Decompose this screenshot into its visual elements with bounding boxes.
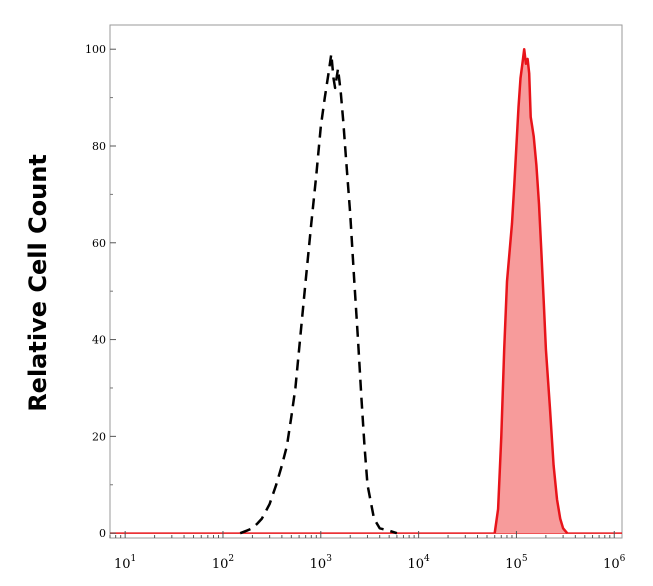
x-tick-label: 106 xyxy=(603,554,626,572)
y-tick-label: 100 xyxy=(85,43,106,56)
y-tick-label: 40 xyxy=(92,334,106,347)
x-tick-label: 103 xyxy=(310,554,333,572)
x-tick-label: 104 xyxy=(407,554,430,572)
series-layer xyxy=(110,47,622,535)
series-1-line xyxy=(493,47,569,535)
x-tick-label: 105 xyxy=(505,554,528,572)
y-axis: 0 20 40 60 80 100 xyxy=(85,43,116,540)
y-tick-label: 60 xyxy=(92,237,106,250)
y-tick-label: 80 xyxy=(92,140,106,153)
y-tick-label: 0 xyxy=(99,527,106,540)
x-tick-label: 101 xyxy=(114,554,136,572)
y-axis-label: Relative Cell Count xyxy=(24,154,52,412)
x-tick-label: 102 xyxy=(212,554,234,572)
series-0-line xyxy=(239,52,398,535)
y-tick-label: 20 xyxy=(92,430,106,443)
